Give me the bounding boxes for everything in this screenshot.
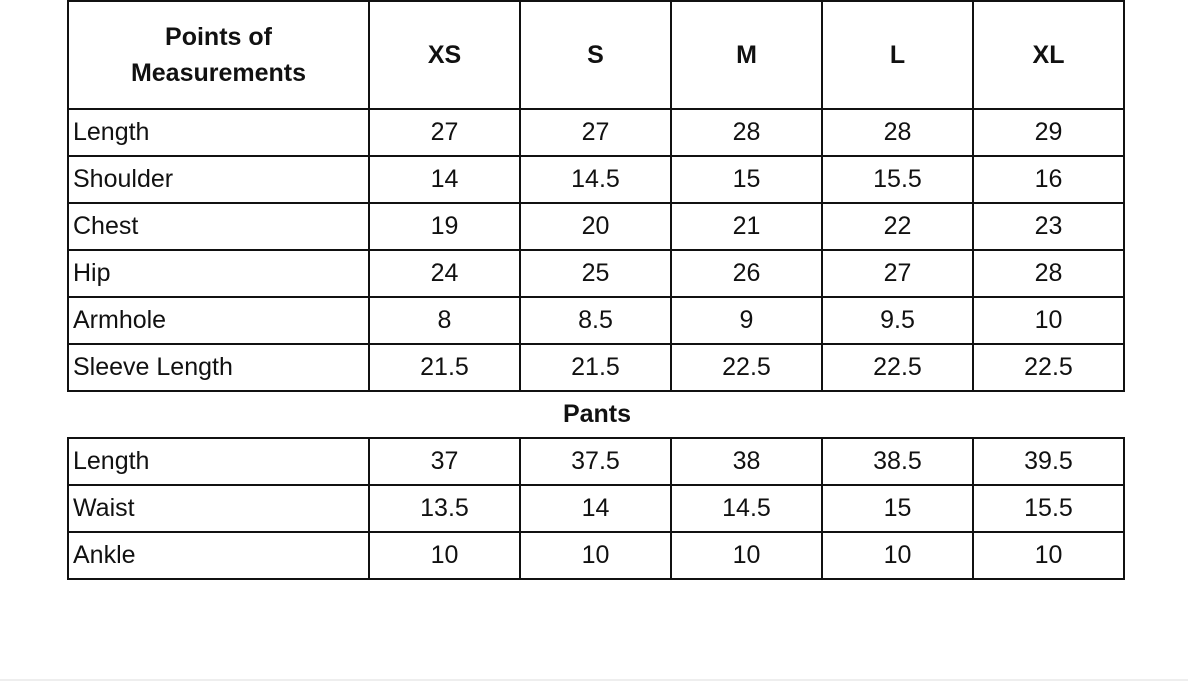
table-row: Length 37 37.5 38 38.5 39.5 [67,437,1125,486]
measurement-cell: 37.5 [519,437,672,486]
pants-measurements-table: Length 37 37.5 38 38.5 39.5 Waist 13.5 14 14.5 15 1… [67,437,1125,580]
measurement-cell: 27 [821,249,974,298]
measurement-cell: 22.5 [972,343,1125,392]
measurement-cell: 10 [368,531,521,580]
measurement-cell: 28 [972,249,1125,298]
measurement-cell: 16 [972,155,1125,204]
row-label: Length [67,437,370,486]
header-size: L [821,0,974,110]
measurement-cell: 21.5 [368,343,521,392]
measurement-cell: 21 [670,202,823,251]
header-size: XL [972,0,1125,110]
measurement-cell: 39.5 [972,437,1125,486]
bottom-divider [0,679,1188,681]
table-row: Ankle 10 10 10 10 10 [67,531,1125,580]
header-size: M [670,0,823,110]
measurement-cell: 10 [972,296,1125,345]
measurement-cell: 10 [519,531,672,580]
measurement-cell: 19 [368,202,521,251]
measurement-cell: 14.5 [519,155,672,204]
measurement-cell: 14 [519,484,672,533]
measurement-cell: 14 [368,155,521,204]
row-label: Hip [67,249,370,298]
measurement-cell: 10 [821,531,974,580]
row-label: Waist [67,484,370,533]
measurement-cell: 26 [670,249,823,298]
measurement-cell: 21.5 [519,343,672,392]
measurement-cell: 9 [670,296,823,345]
measurement-cell: 10 [670,531,823,580]
measurement-cell: 22 [821,202,974,251]
measurement-cell: 25 [519,249,672,298]
header-row: Points of Measurements XS S M L XL [67,0,1125,110]
row-label: Length [67,108,370,157]
table-row: Armhole 8 8.5 9 9.5 10 [67,296,1125,345]
measurement-cell: 10 [972,531,1125,580]
row-label: Shoulder [67,155,370,204]
measurement-cell: 27 [519,108,672,157]
measurement-cell: 22.5 [670,343,823,392]
table-row: Hip 24 25 26 27 28 [67,249,1125,298]
row-label: Armhole [67,296,370,345]
measurement-cell: 8.5 [519,296,672,345]
measurement-cell: 38 [670,437,823,486]
table-row: Length 27 27 28 28 29 [67,108,1125,157]
measurement-cell: 38.5 [821,437,974,486]
measurement-cell: 20 [519,202,672,251]
measurement-cell: 14.5 [670,484,823,533]
header-size: S [519,0,672,110]
table-row: Sleeve Length 21.5 21.5 22.5 22.5 22.5 [67,343,1125,392]
measurement-cell: 28 [670,108,823,157]
measurement-cell: 27 [368,108,521,157]
row-label: Chest [67,202,370,251]
measurement-cell: 9.5 [821,296,974,345]
top-measurements-table: Points of Measurements XS S M L XL Lengt… [67,0,1125,392]
table-row: Chest 19 20 21 22 23 [67,202,1125,251]
row-label: Ankle [67,531,370,580]
measurement-cell: 22.5 [821,343,974,392]
pants-section-title: Pants [562,400,632,428]
measurement-cell: 29 [972,108,1125,157]
measurement-cell: 15 [670,155,823,204]
measurement-cell: 37 [368,437,521,486]
measurement-cell: 8 [368,296,521,345]
row-label: Sleeve Length [67,343,370,392]
measurement-cell: 13.5 [368,484,521,533]
header-points-of-measurements: Points of Measurements [67,0,370,110]
measurement-cell: 15 [821,484,974,533]
table-row: Waist 13.5 14 14.5 15 15.5 [67,484,1125,533]
measurement-cell: 23 [972,202,1125,251]
measurement-cell: 15.5 [821,155,974,204]
measurement-cell: 28 [821,108,974,157]
header-size: XS [368,0,521,110]
measurement-cell: 24 [368,249,521,298]
measurement-cell: 15.5 [972,484,1125,533]
table-row: Shoulder 14 14.5 15 15.5 16 [67,155,1125,204]
